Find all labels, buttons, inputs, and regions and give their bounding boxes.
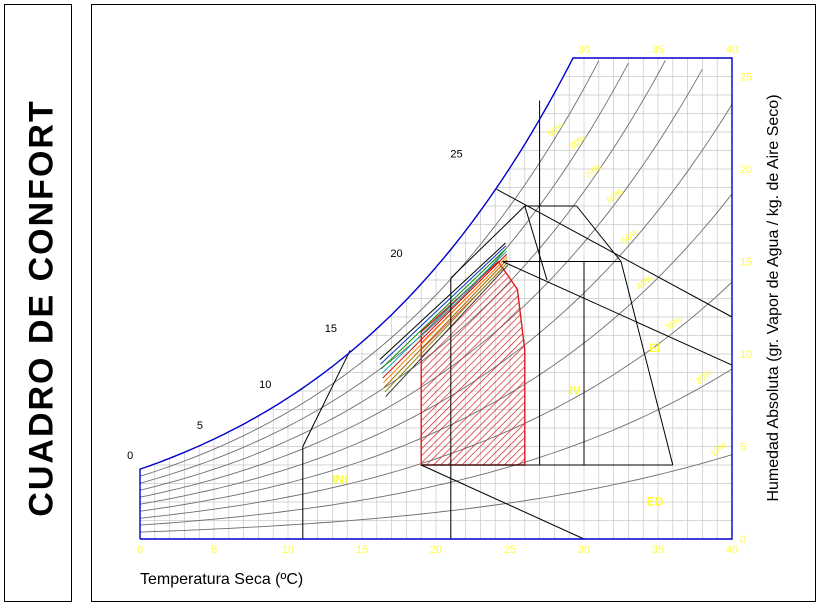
saturation-temp-label: 10: [259, 379, 271, 391]
saturation-temp-label: 0: [127, 450, 133, 462]
rh-curve-label: 90%: [545, 120, 565, 139]
top-tick-label: 40: [726, 44, 738, 56]
x-tick-label: 10: [282, 544, 294, 556]
rh-curve-label: 70%: [582, 162, 602, 181]
x-tick-label: 15: [356, 544, 368, 556]
rh-curve: [139, 454, 733, 533]
x-tick-label: 20: [430, 544, 442, 556]
top-tick-label: 30: [578, 44, 590, 56]
zone-label: EI: [649, 341, 660, 355]
saturation-curve-line: [139, 57, 733, 540]
y-axis-title: Humedad Absoluta (gr. Vapor de Agua / kg…: [765, 94, 782, 501]
zone-line: [502, 261, 733, 366]
y-tick-label: 5: [740, 442, 746, 454]
effective-temp-line: [382, 253, 508, 379]
y-tick-label: 0: [740, 534, 746, 546]
rh-curve-label: 30%: [664, 314, 684, 333]
saturation-temp-label: 5: [197, 420, 203, 432]
y-tick-label: 20: [740, 164, 752, 176]
side-panel: CUADRO DE CONFORT: [4, 4, 72, 602]
rh-curve-label: 40%: [634, 273, 654, 292]
effective-temp-line: [380, 248, 507, 370]
rh-curve-label: 80%: [568, 132, 588, 151]
rh-curve-label: 60%: [605, 186, 625, 205]
zone-line: [420, 464, 585, 540]
x-tick-label: 5: [211, 544, 217, 556]
zone-line: [302, 350, 351, 447]
top-tick-label: 35: [652, 44, 664, 56]
zone-label: INI: [332, 473, 347, 487]
zone-line: [496, 188, 733, 318]
y-tick-label: 15: [740, 257, 752, 269]
effective-temp-line: [383, 256, 508, 384]
zone-line: [524, 205, 548, 281]
x-tick-label: 0: [137, 544, 143, 556]
effective-temp-line: [384, 262, 508, 393]
grid: [139, 57, 733, 540]
x-tick-label: 25: [504, 544, 516, 556]
saturation-temp-label: 20: [390, 248, 402, 260]
x-axis-title: Temperatura Seca (ºC): [140, 571, 303, 588]
y-tick-label: 25: [740, 72, 752, 84]
zone-label: IV: [569, 384, 580, 398]
saturation-curve: [139, 57, 733, 540]
rh-curve-label: 20%: [693, 367, 713, 386]
rh-curve: [139, 368, 733, 526]
rh-curve-label: 10%: [708, 440, 728, 459]
effective-temp-line: [379, 242, 506, 360]
zone-line: [620, 261, 674, 466]
effective-temp-line: [380, 245, 507, 365]
y-tick-label: 10: [740, 349, 752, 361]
effective-temp-line: [383, 259, 508, 388]
saturation-temp-label: 25: [450, 149, 462, 161]
rh-curve: [139, 60, 600, 477]
rh-curve: [139, 60, 666, 491]
zone-label: ED: [647, 495, 664, 509]
effective-temp-line: [381, 250, 507, 374]
zone-line: [450, 205, 526, 279]
zone-lines: [302, 100, 733, 540]
effective-temp-line: [385, 264, 509, 397]
x-tick-label: 30: [578, 544, 590, 556]
x-tick-label: 40: [726, 544, 738, 556]
saturation-temp-label: 15: [325, 323, 337, 335]
x-tick-label: 35: [652, 544, 664, 556]
